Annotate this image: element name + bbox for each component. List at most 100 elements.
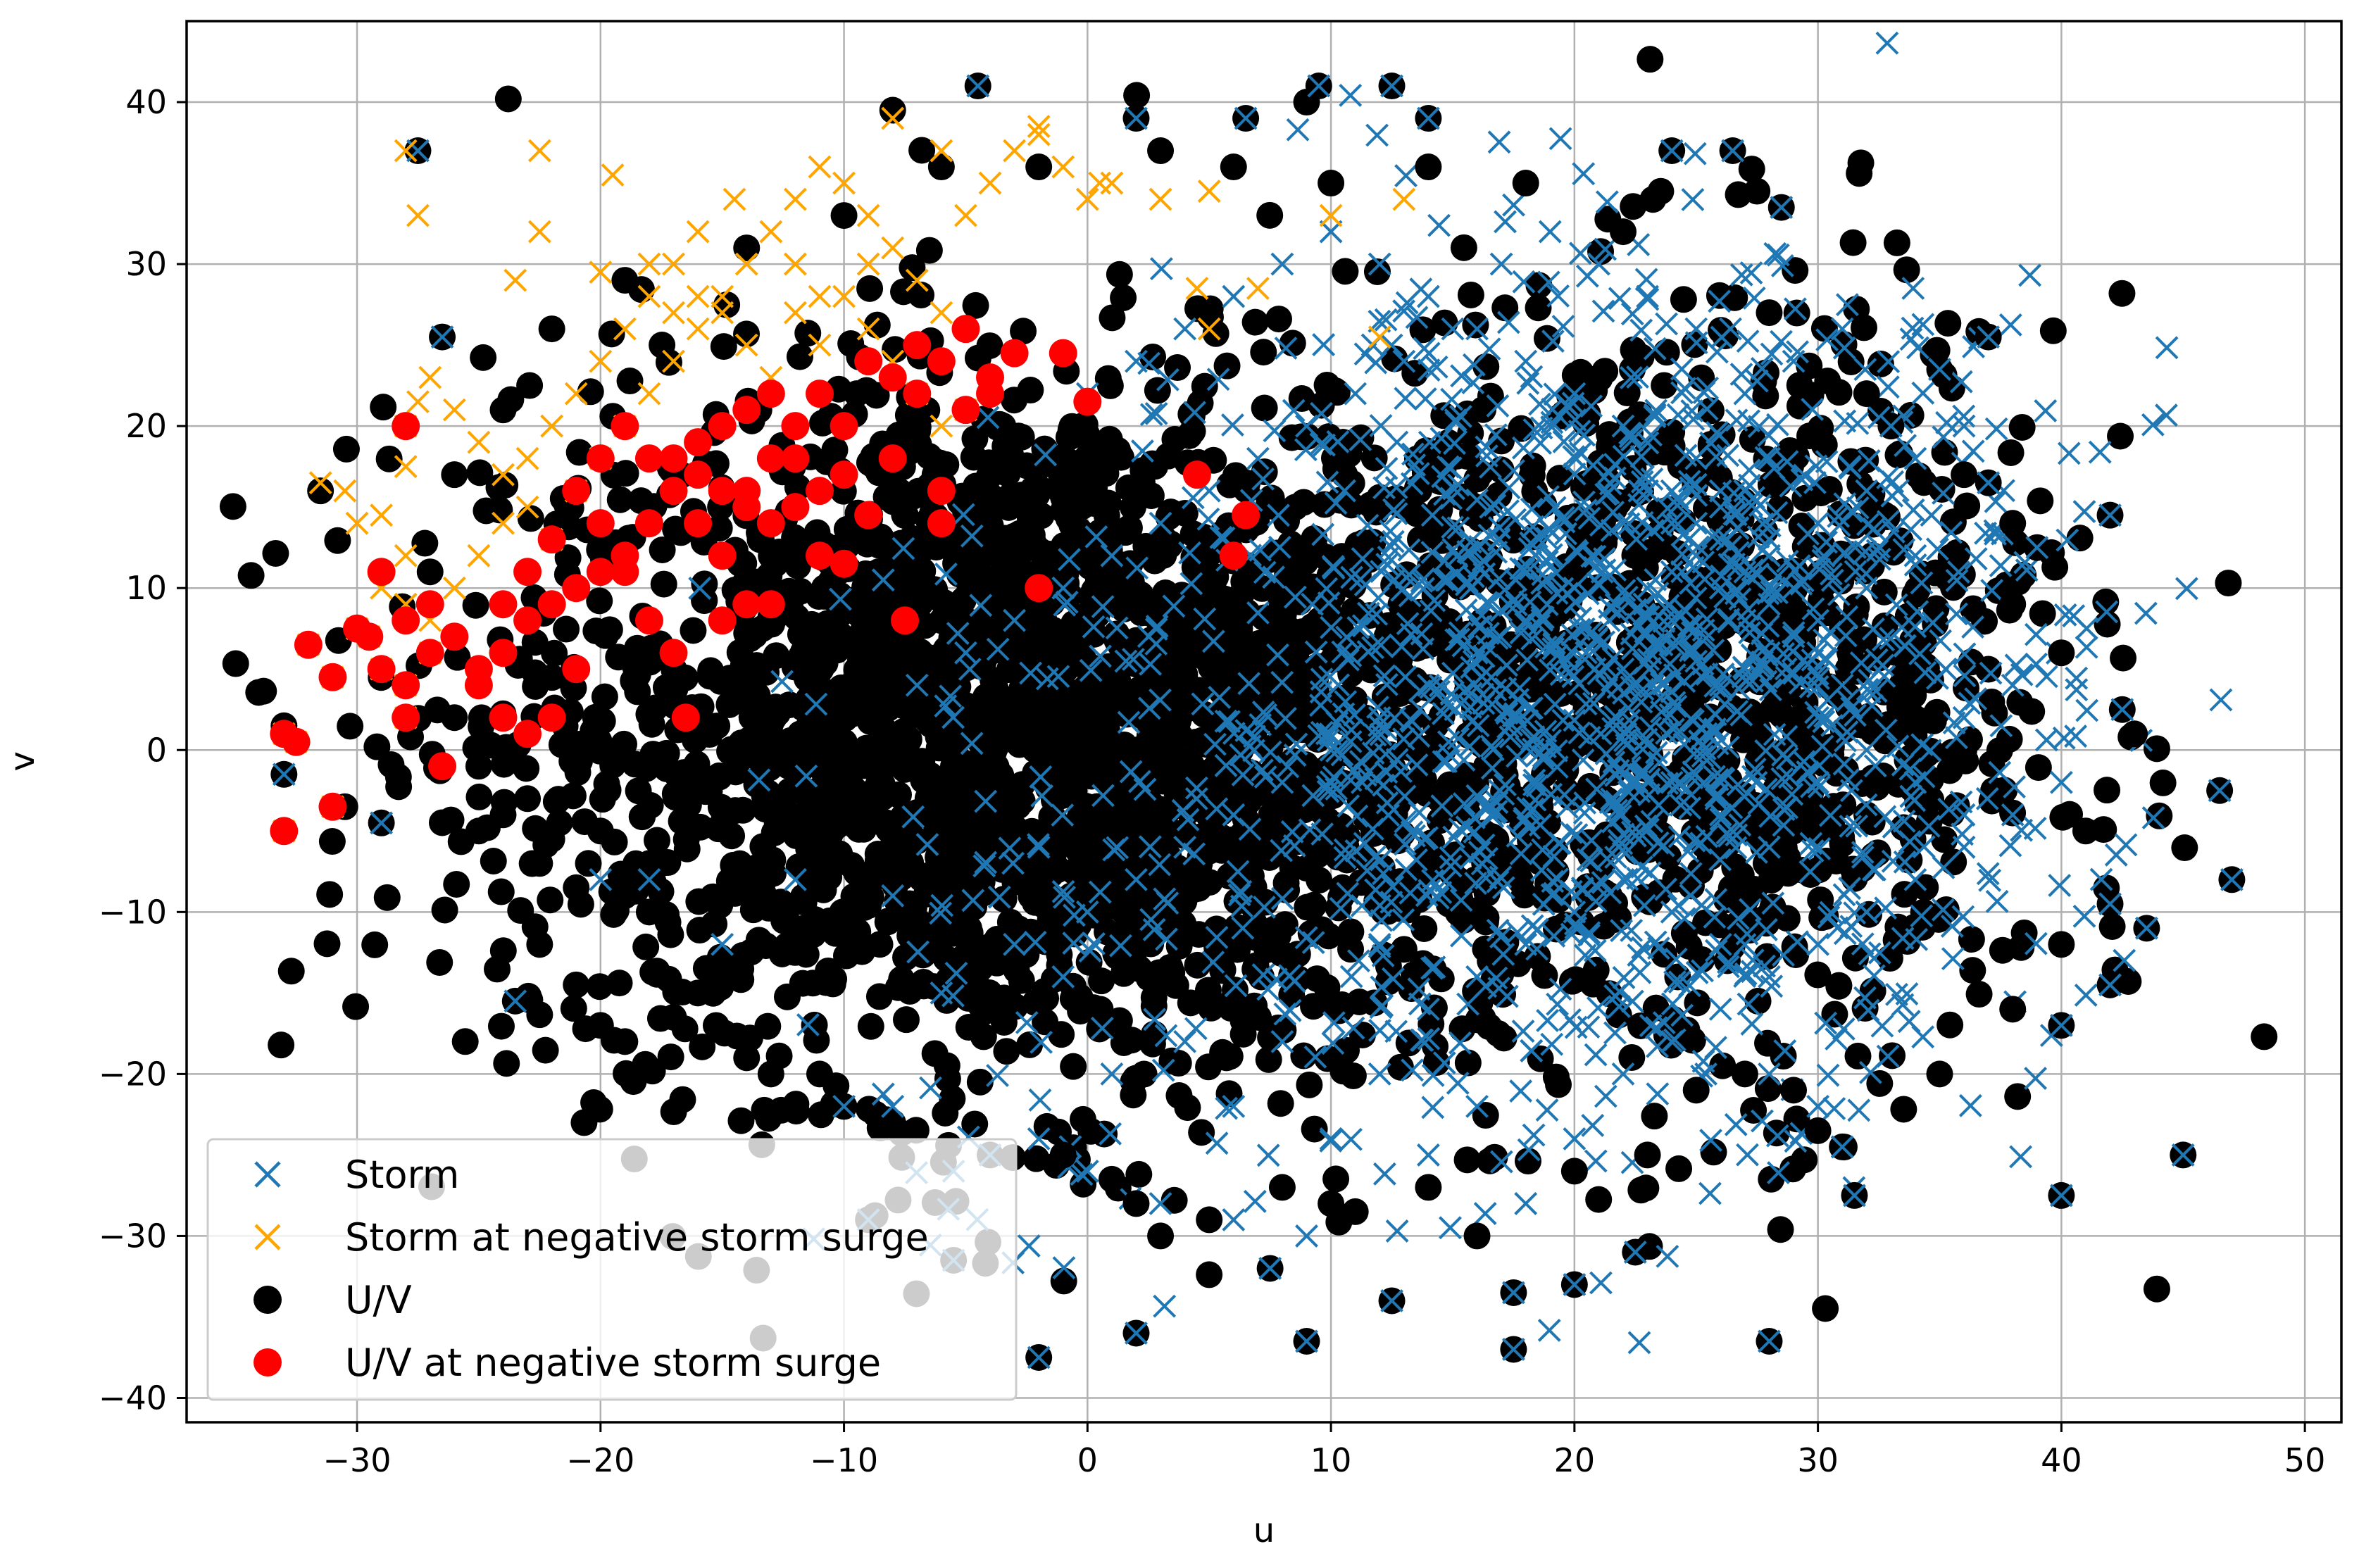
uv-cloud-point bbox=[808, 1101, 834, 1128]
uv-cloud-point bbox=[727, 1108, 754, 1134]
uv-cloud-point bbox=[1931, 439, 1958, 466]
uv-cloud-point bbox=[2144, 735, 2170, 762]
uv-cloud-point bbox=[1322, 1165, 1349, 1192]
uv-cloud-point bbox=[1188, 1119, 1215, 1146]
uv-cloud-point bbox=[586, 587, 613, 614]
uv-cloud-point bbox=[651, 571, 677, 598]
uv-cloud-point bbox=[1840, 230, 1867, 256]
uv-cloud-point bbox=[756, 895, 782, 922]
uv-cloud-point bbox=[1641, 1103, 1667, 1129]
uv-cloud-point bbox=[803, 1027, 830, 1054]
uv-cloud-point bbox=[1890, 1096, 1917, 1122]
uv-cloud-point bbox=[1343, 777, 1370, 804]
uv-cloud-point bbox=[864, 312, 891, 339]
uv-cloud-point bbox=[432, 896, 458, 923]
uv-cloud-point bbox=[2150, 770, 2177, 796]
uv-cloud-point bbox=[238, 562, 265, 589]
uv-cloud-point bbox=[925, 661, 951, 688]
uv-cloud-point bbox=[764, 810, 791, 836]
uv-cloud-point bbox=[1879, 1042, 1906, 1069]
uv-cloud-point bbox=[1671, 920, 1698, 946]
uv-cloud-point bbox=[939, 1085, 965, 1112]
uv-cloud-point bbox=[756, 563, 782, 589]
uv-cloud-point bbox=[1005, 793, 1032, 820]
uv-cloud-point bbox=[537, 886, 563, 913]
uv-cloud-point bbox=[2027, 487, 2053, 514]
uv-cloud-point bbox=[587, 738, 613, 765]
uv-cloud-point bbox=[1770, 1043, 1797, 1070]
uv-cloud-point bbox=[965, 553, 991, 580]
uv-cloud-point bbox=[1048, 465, 1075, 491]
uv-cloud-point bbox=[1215, 991, 1242, 1018]
uv-cloud-point bbox=[955, 877, 982, 903]
uv-cloud-point bbox=[595, 777, 622, 803]
uv-cloud-point bbox=[2108, 280, 2135, 307]
uv-cloud-point bbox=[1118, 636, 1144, 663]
uv-cloud-point bbox=[2110, 645, 2136, 672]
uv-cloud-point bbox=[948, 810, 975, 837]
uv-cloud-point bbox=[1069, 493, 1096, 520]
uv-cloud-point bbox=[1096, 726, 1122, 753]
uv-cloud-point bbox=[1008, 482, 1035, 508]
uv-cloud-point bbox=[657, 922, 684, 948]
uv-cloud-point bbox=[1197, 786, 1224, 813]
uv-cloud-point bbox=[857, 644, 884, 671]
uv-cloud-point bbox=[885, 734, 912, 760]
uv-cloud-point bbox=[587, 1096, 613, 1122]
uv-cloud-point bbox=[1299, 894, 1325, 921]
uv-cloud-point bbox=[1058, 632, 1084, 659]
uv-cloud-point bbox=[754, 1013, 781, 1040]
uv-cloud-point bbox=[622, 751, 649, 777]
uv-cloud-point bbox=[541, 640, 568, 667]
uv-cloud-point bbox=[985, 765, 1012, 791]
uv-cloud-point bbox=[1525, 294, 1552, 321]
uv-cloud-point bbox=[625, 777, 652, 804]
uv-cloud-point bbox=[753, 932, 780, 959]
uv-cloud-point bbox=[438, 807, 465, 834]
uv-cloud-point bbox=[961, 444, 987, 470]
uv-cloud-point bbox=[1058, 416, 1084, 443]
uv-cloud-point bbox=[522, 673, 549, 700]
uv-cloud-point bbox=[1167, 723, 1194, 750]
uv-cloud-point bbox=[713, 291, 740, 318]
uv-cloud-point bbox=[789, 970, 816, 997]
uv-cloud-point bbox=[526, 1001, 553, 1028]
uv-cloud-point bbox=[1075, 848, 1101, 874]
uv-cloud-point bbox=[443, 871, 470, 898]
uv-cloud-point bbox=[730, 729, 756, 756]
uv-cloud-point bbox=[560, 782, 587, 809]
uv-cloud-point bbox=[781, 524, 808, 551]
uv-cloud-point bbox=[804, 795, 831, 822]
uv-cloud-point bbox=[900, 483, 927, 510]
uv-cloud-point bbox=[856, 803, 882, 829]
uv-cloud-point bbox=[1009, 717, 1036, 744]
uv-cloud-point bbox=[739, 679, 765, 705]
uv-cloud-point bbox=[553, 616, 580, 643]
uv-cloud-point bbox=[1784, 300, 1810, 327]
uv-cloud-point bbox=[1585, 1186, 1612, 1213]
uv-cloud-point bbox=[1074, 756, 1101, 783]
uv-cloud-point bbox=[1216, 649, 1243, 676]
uv-cloud-point bbox=[991, 886, 1018, 912]
uv-cloud-point bbox=[1163, 638, 1189, 665]
uv-cloud-point bbox=[1251, 395, 1278, 422]
uv-cloud-point bbox=[670, 759, 697, 786]
uv-cloud-point bbox=[620, 667, 646, 694]
uv-cloud-point bbox=[1213, 1044, 1240, 1071]
uv-cloud-point bbox=[1177, 751, 1204, 777]
uv-cloud-point bbox=[565, 759, 592, 786]
uv-cloud-point bbox=[488, 1013, 515, 1040]
uv-cloud-point bbox=[1095, 365, 1122, 392]
uv-cloud-point bbox=[1996, 726, 2023, 753]
uv-cloud-point bbox=[839, 701, 865, 727]
uv-cloud-point bbox=[906, 431, 932, 458]
uv-cloud-point bbox=[917, 762, 944, 789]
uv-cloud-point bbox=[680, 617, 706, 644]
uv-cloud-point bbox=[1301, 1116, 1328, 1143]
uv-cloud-point bbox=[1632, 1174, 1659, 1201]
uv-cloud-point bbox=[1826, 379, 1853, 406]
uv-cloud-point bbox=[922, 1040, 949, 1067]
uv-cloud-point bbox=[1543, 1064, 1570, 1091]
uv-cloud-point bbox=[324, 527, 351, 554]
uv-cloud-point bbox=[262, 540, 289, 567]
